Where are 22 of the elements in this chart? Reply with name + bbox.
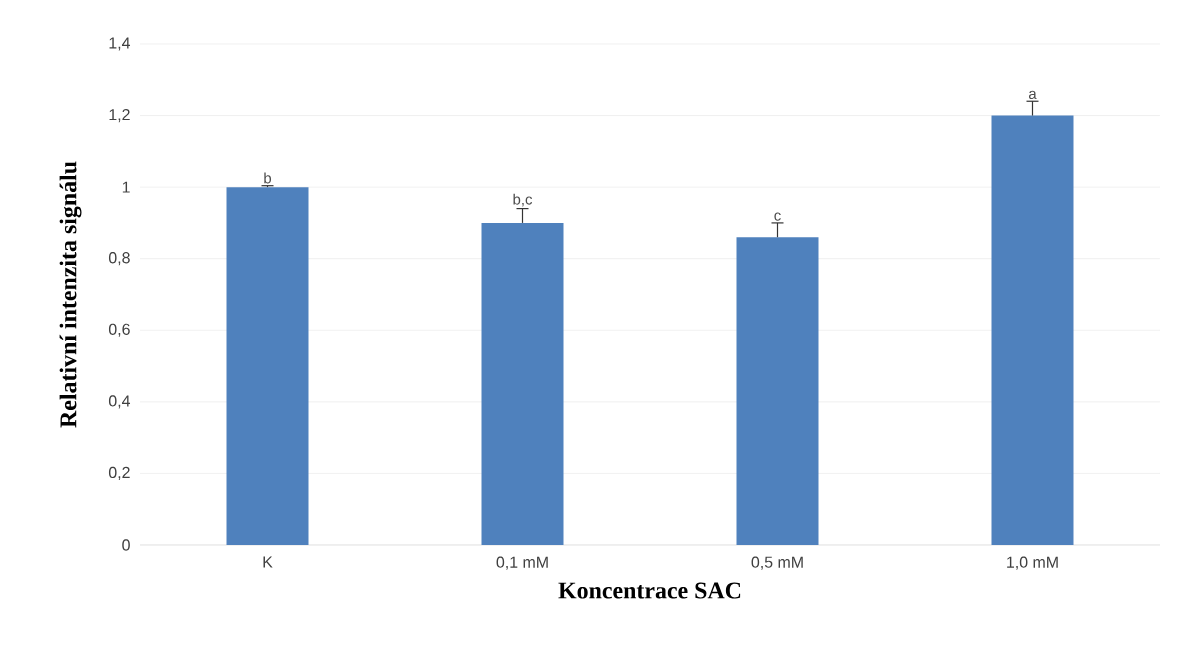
y-tick-label: 0,8 (108, 252, 130, 266)
x-tick-label: 0,5 mM (751, 556, 803, 570)
annotation: b (264, 172, 272, 184)
bar (991, 115, 1074, 545)
annotation: c (774, 212, 781, 221)
x-tick-label: 1,0 mM (1007, 556, 1058, 570)
bar (226, 187, 309, 545)
y-tick-label: 0,4 (108, 395, 131, 409)
x-tick-label: 0,1 mM (496, 556, 548, 570)
bar (481, 222, 564, 545)
y-tick-label: 0,6 (108, 323, 130, 337)
annotation: a (1028, 90, 1037, 100)
y-tick-label: 0 (122, 539, 130, 551)
y-tick-label: 1 (122, 181, 130, 193)
annotation: b,c (513, 193, 533, 207)
y-axis-title: Relativní intenzita signálu (59, 161, 82, 428)
x-tick-label: K (263, 556, 273, 568)
x-axis-title: Koncentrace SAC (558, 582, 741, 599)
y-tick-label: 1,2 (109, 108, 130, 123)
y-tick-label: 1,4 (109, 37, 131, 51)
y-tick-label: 0,2 (108, 466, 130, 480)
bar (736, 237, 819, 545)
